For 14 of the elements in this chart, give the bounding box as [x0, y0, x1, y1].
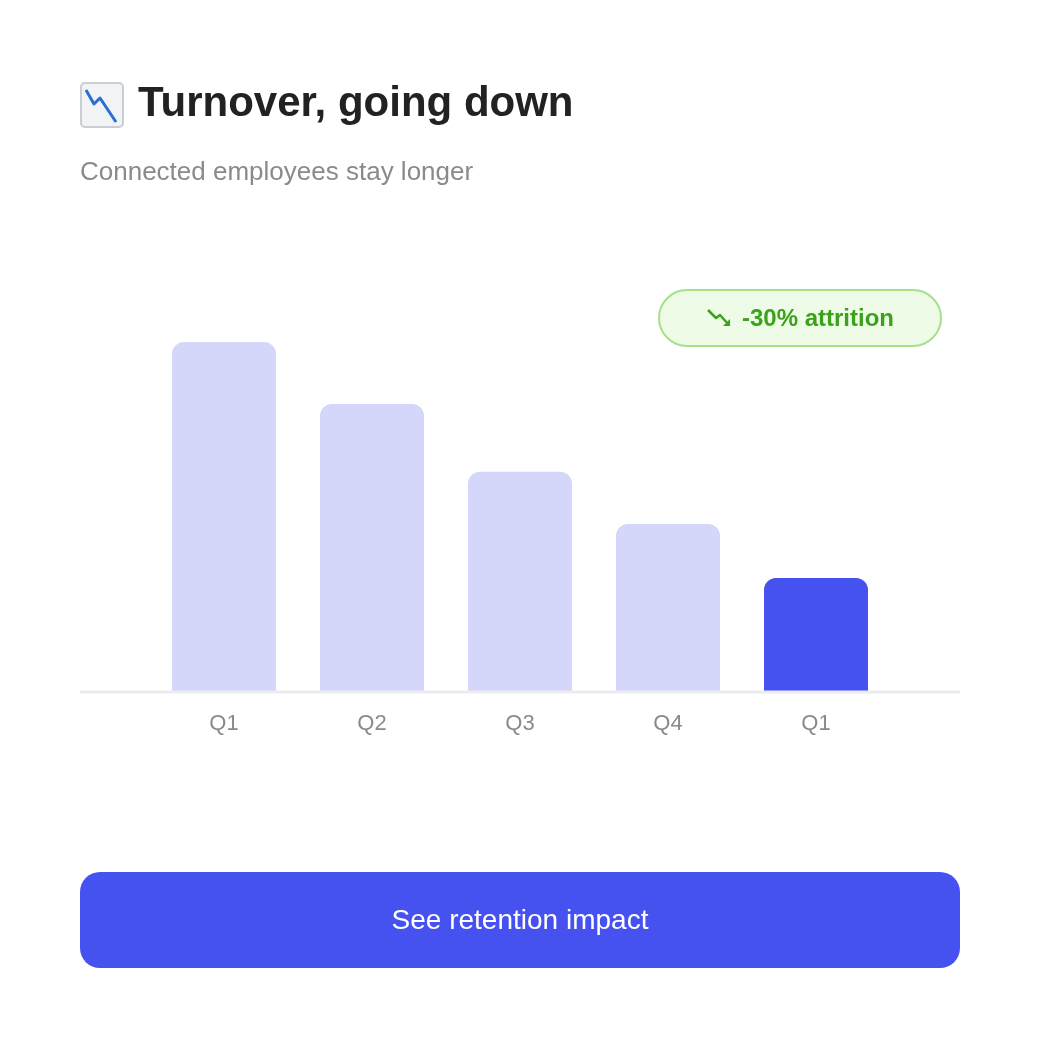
x-tick-label: Q4	[653, 709, 683, 735]
bar	[320, 403, 424, 692]
x-tick-label: Q1	[801, 709, 831, 735]
chart-title: Turnover, going down	[138, 78, 574, 126]
x-tick-label: Q3	[505, 709, 535, 735]
x-tick-label: Q2	[357, 709, 387, 735]
badge: -30% attrition	[658, 289, 942, 347]
bar	[616, 524, 720, 692]
chart-subtitle: Connected employees stay longer	[80, 156, 474, 187]
text: See retention impact	[80, 872, 960, 968]
bar	[764, 577, 868, 692]
x-tick-label: Q1	[209, 709, 239, 735]
bar	[172, 342, 276, 692]
bar	[468, 471, 572, 692]
